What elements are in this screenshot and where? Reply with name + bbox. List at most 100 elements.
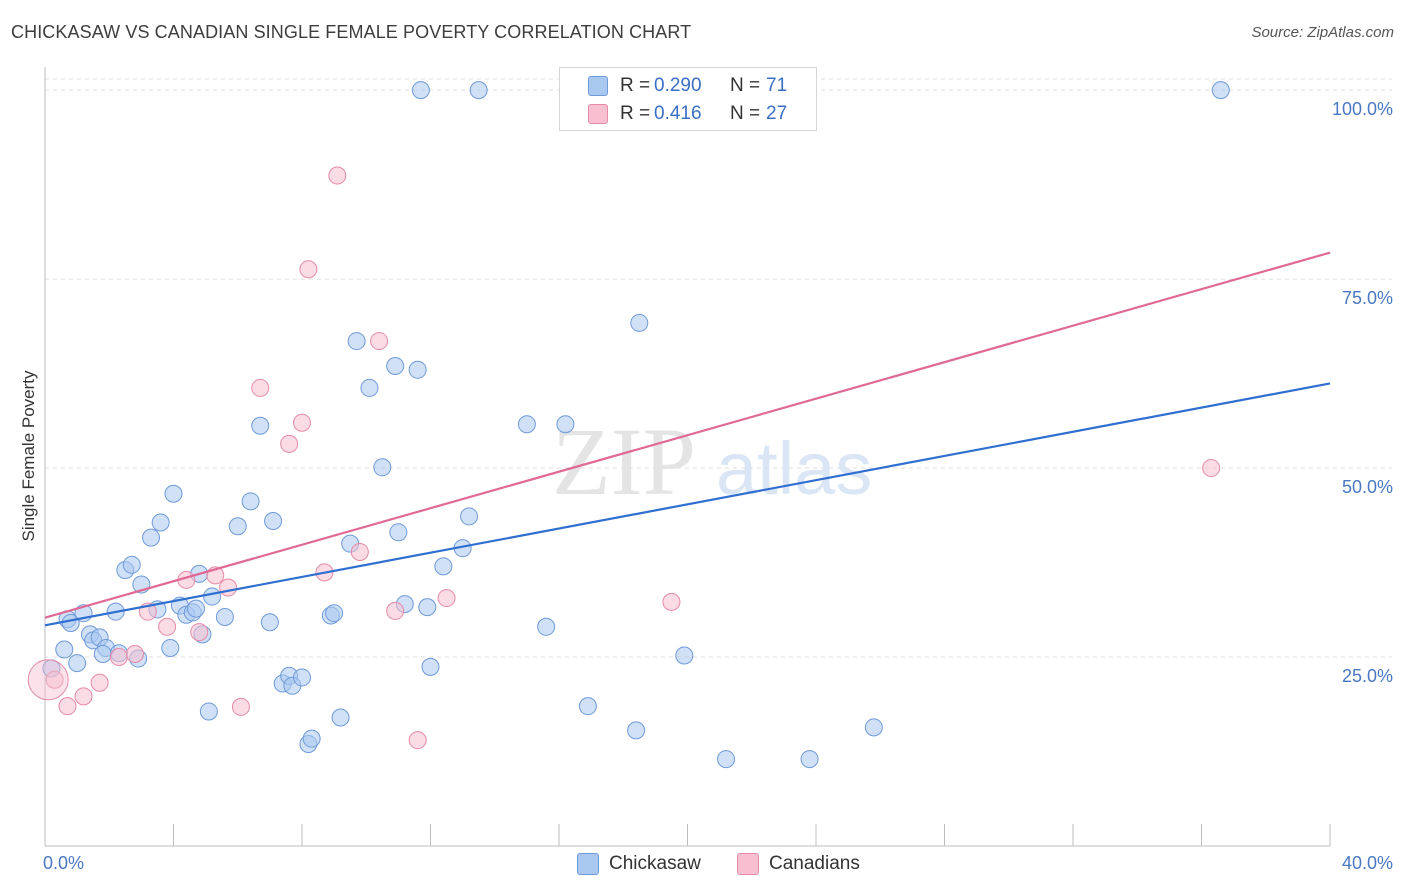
data-point (800, 750, 819, 769)
data-point (93, 645, 112, 664)
data-point (260, 613, 279, 632)
data-point (293, 413, 311, 432)
data-point (299, 260, 318, 279)
trend-line-canadians (44, 251, 1331, 619)
data-point (241, 492, 260, 511)
data-point (421, 657, 440, 676)
r-label: R = (620, 103, 651, 124)
y-tick-label: 25.0% (1342, 666, 1393, 686)
series-legend-canadians: Canadians (737, 851, 860, 877)
n-value: 27 (766, 103, 788, 124)
r-value: 0.290 (654, 75, 702, 96)
data-point (228, 517, 247, 536)
series-legend-chickasaw: Chickasaw (577, 851, 701, 877)
y-tick-label: 50.0% (1342, 477, 1393, 497)
data-point (408, 360, 427, 379)
data-point (231, 697, 250, 716)
trend-lines (44, 251, 1331, 627)
data-point (1202, 459, 1221, 478)
data-point-large (27, 659, 69, 701)
data-point (264, 511, 283, 530)
legend-swatch-canadians (588, 104, 608, 124)
y-tick-label: 75.0% (1342, 288, 1393, 308)
stats-legend: R = 0.290 N = 71 R = 0.416 N = 27 (559, 67, 817, 131)
chart-title: CHICKASAW VS CANADIAN SINGLE FEMALE POVE… (11, 22, 692, 42)
source-label: Source: ZipAtlas.com (1251, 24, 1394, 41)
data-point (717, 750, 736, 769)
data-point (251, 378, 270, 397)
data-point (408, 731, 427, 750)
data-point (90, 673, 109, 692)
data-point (325, 604, 344, 623)
data-point (215, 607, 234, 626)
x-tick-label: 0.0% (43, 853, 84, 873)
data-point (219, 578, 238, 597)
data-point (186, 599, 205, 618)
grid-lines (45, 78, 1392, 658)
data-point (556, 415, 575, 434)
r-value: 0.416 (654, 103, 702, 124)
legend-swatch-chickasaw (577, 853, 599, 875)
n-value: 71 (766, 75, 788, 96)
data-point (517, 415, 536, 434)
legend-label-chickasaw: Chickasaw (609, 853, 701, 874)
axes (44, 67, 1331, 847)
data-point (280, 434, 299, 453)
r-label: R = (620, 75, 651, 96)
data-point (68, 654, 87, 673)
data-point (199, 702, 218, 721)
data-point (460, 507, 479, 526)
data-point (630, 313, 649, 332)
legend-row-chickasaw: R = 0.290 N = 71 (620, 73, 787, 99)
data-point (389, 523, 408, 542)
y-tick-label: 100.0% (1332, 99, 1393, 119)
legend-label-canadians: Canadians (769, 853, 860, 874)
data-point (627, 721, 646, 740)
data-point (347, 332, 366, 351)
data-point (418, 598, 437, 617)
canadians-points (27, 81, 1221, 750)
legend-swatch-canadians (737, 853, 759, 875)
data-point (662, 592, 681, 611)
data-point (251, 416, 270, 435)
data-point (350, 542, 369, 561)
data-point (142, 528, 161, 547)
data-point (74, 687, 93, 706)
data-point (203, 587, 222, 606)
watermark: ZIP atlas (552, 408, 872, 515)
data-point (158, 617, 177, 636)
data-point (45, 670, 64, 689)
y-axis-label: Single Female Poverty (19, 370, 38, 542)
legend-row-canadians: R = 0.416 N = 27 (620, 101, 787, 127)
data-point (469, 81, 488, 100)
n-label: N = (730, 103, 761, 124)
data-point (411, 81, 430, 100)
data-point (161, 638, 180, 657)
watermark-atlas: atlas (716, 427, 872, 510)
data-point (125, 645, 144, 664)
x-tick-label: 40.0% (1342, 853, 1393, 873)
data-point (331, 708, 350, 727)
data-point (386, 601, 405, 620)
data-point (58, 697, 77, 716)
data-point (1211, 81, 1230, 100)
data-point (328, 166, 347, 185)
trend-line-chickasaw (44, 382, 1331, 627)
data-point (434, 557, 453, 576)
data-point (437, 589, 456, 608)
data-point (109, 648, 128, 667)
data-point (386, 357, 405, 376)
data-point (675, 646, 694, 665)
data-point (864, 718, 883, 737)
data-point (302, 729, 321, 748)
watermark-zip: ZIP (552, 408, 696, 515)
n-label: N = (730, 75, 761, 96)
data-point (373, 458, 392, 477)
data-point (122, 555, 141, 574)
data-point (370, 332, 389, 351)
data-point (190, 623, 209, 642)
data-point (360, 378, 379, 397)
data-point (55, 640, 74, 659)
tick-labels: 25.0% 50.0% 75.0% 100.0% 0.0% 40.0% (43, 99, 1393, 873)
